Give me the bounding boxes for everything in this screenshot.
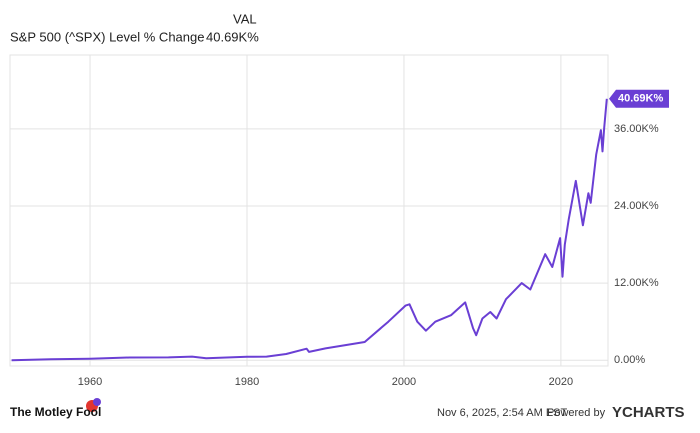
x-tick-label: 2020 <box>549 376 573 388</box>
value-header: VAL <box>233 11 257 26</box>
y-tick-label: 12.00K% <box>614 277 659 289</box>
x-tick-label: 1960 <box>78 376 102 388</box>
x-tick-label: 1980 <box>235 376 259 388</box>
footer-logo: The Motley Fool <box>10 398 101 419</box>
logo-text: The Motley Fool <box>10 405 101 419</box>
powered-by: Powered by <box>547 407 606 419</box>
legend-value: 40.69K% <box>206 29 259 44</box>
legend-name: S&P 500 (^SPX) Level % Change <box>10 29 204 44</box>
brand: YCHARTS <box>612 404 685 421</box>
timestamp: Nov 6, 2025, 2:54 AM EST <box>437 407 568 419</box>
plot-frame <box>9 54 609 367</box>
y-tick-label: 0.00% <box>614 354 645 366</box>
line <box>11 98 608 362</box>
x-tick-label: 2000 <box>392 376 416 388</box>
value-tag-label: 40.69K% <box>618 93 663 105</box>
value-tag <box>609 89 669 108</box>
y-tick-label: 36.00K% <box>614 123 659 135</box>
y-tick-label: 24.00K% <box>614 200 659 212</box>
